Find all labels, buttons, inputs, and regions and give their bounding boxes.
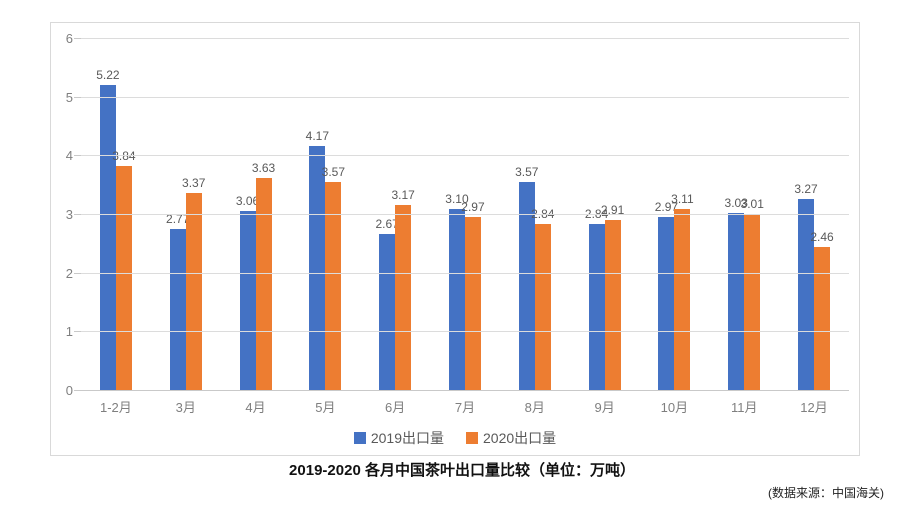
x-tick-label: 5月 (315, 400, 336, 415)
legend-swatch-icon (353, 432, 366, 444)
bar-value-label: 3.57 (515, 164, 539, 179)
gridline (81, 214, 849, 215)
bar-group: 3.03 3.01 (709, 39, 779, 391)
bar-group: 3.06 3.63 (221, 39, 291, 391)
bar-value-label: 3.17 (391, 188, 415, 203)
bar-value-label: 3.06 (235, 194, 260, 209)
y-axis-tick (74, 155, 81, 157)
bar: 3.03 (725, 196, 748, 391)
bar: 3.01 (741, 197, 764, 391)
x-tick-label: 7月 (454, 400, 476, 415)
bar-value-label: 3.37 (182, 176, 206, 191)
bar-group: 4.17 3.57 (290, 39, 360, 391)
bar: 3.63 (252, 161, 275, 391)
bar-value-label: 3.11 (671, 191, 694, 206)
y-axis-tick (74, 272, 81, 274)
y-tick-label: 1 (65, 324, 73, 340)
y-axis-tick (74, 390, 81, 391)
gridline (81, 38, 849, 39)
y-tick-label: 3 (65, 207, 73, 222)
bar-columns: 5.22 3.84 2.77 3.37 3.06 3.63 4.17 3.57 2.67 3.17… (81, 39, 849, 391)
y-axis-tick (74, 96, 81, 98)
bar: 2.77 (166, 212, 189, 391)
legend: 2019出口量 2020出口量 (51, 427, 859, 449)
bar-group: 2.67 3.17 (360, 39, 430, 391)
legend-label: 2019出口量 (370, 430, 444, 446)
bar: 2.91 (601, 203, 624, 391)
legend-swatch-icon (466, 432, 478, 444)
bar: 3.27 (794, 182, 818, 391)
bar-value-label: 3.10 (445, 192, 469, 207)
bar-group: 3.27 2.46 (779, 39, 849, 391)
bar-value-label: 2.77 (166, 211, 190, 226)
y-axis-tick (74, 214, 81, 215)
y-tick-label: 4 (65, 148, 73, 164)
chart-source: (数据来源：中国海关) (768, 486, 884, 500)
legend-item: 2019出口量 (353, 428, 444, 448)
x-tick-label: 11月 (730, 400, 758, 415)
chart-card: 0 1 2 3 4 5 6 5.22 3.84 2.77 3.37 3.06 3.63 4.17 3.57… (50, 22, 860, 456)
bar-value-label: 2.67 (375, 217, 399, 232)
gridline (81, 96, 849, 98)
legend-label: 2020出口量 (483, 430, 557, 446)
bar-value-label: 4.17 (305, 129, 330, 144)
bar: 2.97 (461, 200, 485, 391)
bar-group: 2.84 2.91 (570, 39, 640, 391)
bar: 3.10 (445, 192, 469, 391)
bar-value-label: 3.63 (251, 161, 276, 176)
bar: 2.84 (531, 207, 554, 391)
chart-title: 2019-2020 各月中国茶叶出口量比较（单位：万吨） (289, 462, 635, 479)
bar-value-label: 2.97 (461, 199, 485, 214)
x-tick-label: 6月 (385, 400, 406, 415)
x-tick-label: 1-2月 (100, 400, 132, 415)
y-axis-tick (74, 331, 81, 333)
bar-value-label: 2.46 (810, 229, 834, 244)
bar-value-label: 2.91 (600, 203, 625, 218)
gridline (81, 331, 849, 333)
y-axis-tick (74, 38, 81, 39)
bar-group: 3.57 2.84 (500, 39, 570, 391)
y-tick-label: 0 (65, 383, 73, 398)
bar: 5.22 (96, 68, 120, 391)
plot-area: 5.22 3.84 2.77 3.37 3.06 3.63 4.17 3.57 2.67 3.17… (74, 38, 849, 391)
bar: 3.11 (671, 192, 694, 391)
bar: 3.57 (322, 165, 345, 391)
bar-value-label: 3.57 (321, 164, 346, 179)
x-tick-label: 12月 (800, 400, 828, 415)
bar-value-label: 3.01 (740, 197, 764, 212)
bar-value-label: 2.97 (654, 199, 679, 214)
bar-value-label: 5.22 (96, 67, 120, 82)
bar-group: 2.77 3.37 (151, 39, 221, 391)
gridline (81, 390, 849, 391)
x-tick-label: 8月 (524, 400, 545, 415)
bar: 2.84 (585, 207, 608, 391)
bar: 2.46 (810, 230, 834, 391)
bar: 2.67 (375, 217, 399, 391)
y-tick-label: 2 (65, 265, 73, 281)
x-tick-label: 10月 (660, 400, 689, 415)
bar: 3.06 (236, 194, 259, 391)
bar: 3.84 (112, 149, 136, 391)
bar: 2.97 (655, 200, 678, 391)
bar-value-label: 3.27 (794, 182, 818, 197)
y-tick-label: 5 (65, 89, 73, 105)
bar-group: 2.97 3.11 (640, 39, 710, 391)
x-axis: 1-2月 3月 4月 5月 6月 7月 8月 9月 10月 11月 12月 (81, 399, 849, 417)
bar: 4.17 (306, 129, 329, 391)
x-tick-label: 4月 (245, 400, 266, 415)
y-axis: 0 1 2 3 4 5 6 (51, 32, 77, 398)
bar: 3.37 (182, 176, 205, 391)
bar-group: 5.22 3.84 (81, 39, 151, 391)
x-tick-label: 3月 (175, 400, 196, 415)
y-tick-label: 6 (65, 31, 73, 46)
x-tick-label: 9月 (594, 400, 615, 415)
bar: 3.57 (515, 165, 538, 391)
bar-group: 3.10 2.97 (430, 39, 500, 391)
gridline (81, 155, 849, 157)
bar: 3.17 (391, 188, 415, 391)
bar-value-label: 3.03 (724, 196, 748, 211)
legend-item: 2020出口量 (466, 428, 556, 448)
gridline (81, 272, 849, 274)
